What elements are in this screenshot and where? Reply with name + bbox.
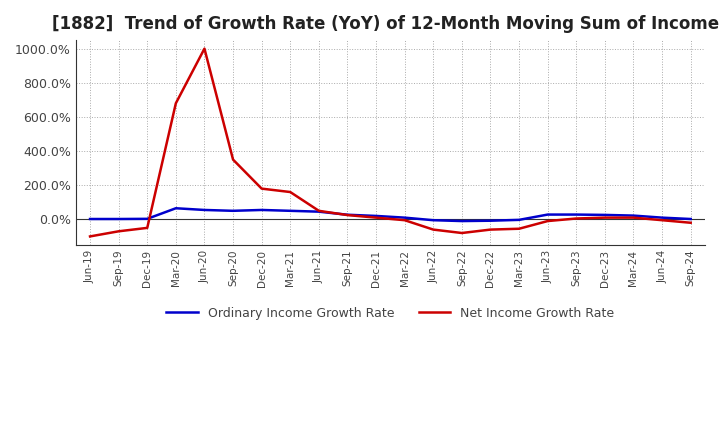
Legend: Ordinary Income Growth Rate, Net Income Growth Rate: Ordinary Income Growth Rate, Net Income … (161, 302, 619, 325)
Ordinary Income Growth Rate (515, 217, 523, 223)
Net Income Growth Rate (515, 226, 523, 231)
Net Income Growth Rate (229, 157, 238, 162)
Ordinary Income Growth Rate (200, 207, 209, 213)
Net Income Growth Rate (600, 215, 609, 220)
Ordinary Income Growth Rate (143, 216, 152, 221)
Net Income Growth Rate (429, 227, 438, 232)
Ordinary Income Growth Rate (429, 217, 438, 223)
Ordinary Income Growth Rate (400, 215, 409, 220)
Net Income Growth Rate (200, 46, 209, 51)
Ordinary Income Growth Rate (600, 212, 609, 217)
Ordinary Income Growth Rate (686, 216, 695, 222)
Net Income Growth Rate (686, 220, 695, 225)
Net Income Growth Rate (143, 225, 152, 231)
Ordinary Income Growth Rate (572, 212, 580, 217)
Ordinary Income Growth Rate (629, 213, 638, 218)
Net Income Growth Rate (544, 218, 552, 224)
Net Income Growth Rate (457, 231, 466, 236)
Net Income Growth Rate (372, 215, 380, 220)
Net Income Growth Rate (114, 229, 123, 234)
Ordinary Income Growth Rate (372, 213, 380, 219)
Ordinary Income Growth Rate (86, 216, 94, 222)
Net Income Growth Rate (658, 217, 667, 223)
Ordinary Income Growth Rate (114, 216, 123, 222)
Ordinary Income Growth Rate (229, 208, 238, 213)
Ordinary Income Growth Rate (286, 208, 294, 213)
Net Income Growth Rate (315, 208, 323, 213)
Ordinary Income Growth Rate (486, 218, 495, 224)
Ordinary Income Growth Rate (457, 218, 466, 224)
Net Income Growth Rate (171, 101, 180, 106)
Net Income Growth Rate (286, 189, 294, 194)
Ordinary Income Growth Rate (343, 212, 352, 217)
Ordinary Income Growth Rate (315, 209, 323, 214)
Title: [1882]  Trend of Growth Rate (YoY) of 12-Month Moving Sum of Incomes: [1882] Trend of Growth Rate (YoY) of 12-… (52, 15, 720, 33)
Ordinary Income Growth Rate (171, 205, 180, 211)
Net Income Growth Rate (572, 216, 580, 221)
Net Income Growth Rate (486, 227, 495, 232)
Net Income Growth Rate (400, 217, 409, 223)
Net Income Growth Rate (343, 213, 352, 218)
Line: Ordinary Income Growth Rate: Ordinary Income Growth Rate (90, 208, 690, 221)
Net Income Growth Rate (257, 186, 266, 191)
Ordinary Income Growth Rate (544, 212, 552, 217)
Ordinary Income Growth Rate (658, 215, 667, 220)
Line: Net Income Growth Rate: Net Income Growth Rate (90, 49, 690, 236)
Net Income Growth Rate (629, 215, 638, 220)
Ordinary Income Growth Rate (257, 207, 266, 213)
Net Income Growth Rate (86, 234, 94, 239)
